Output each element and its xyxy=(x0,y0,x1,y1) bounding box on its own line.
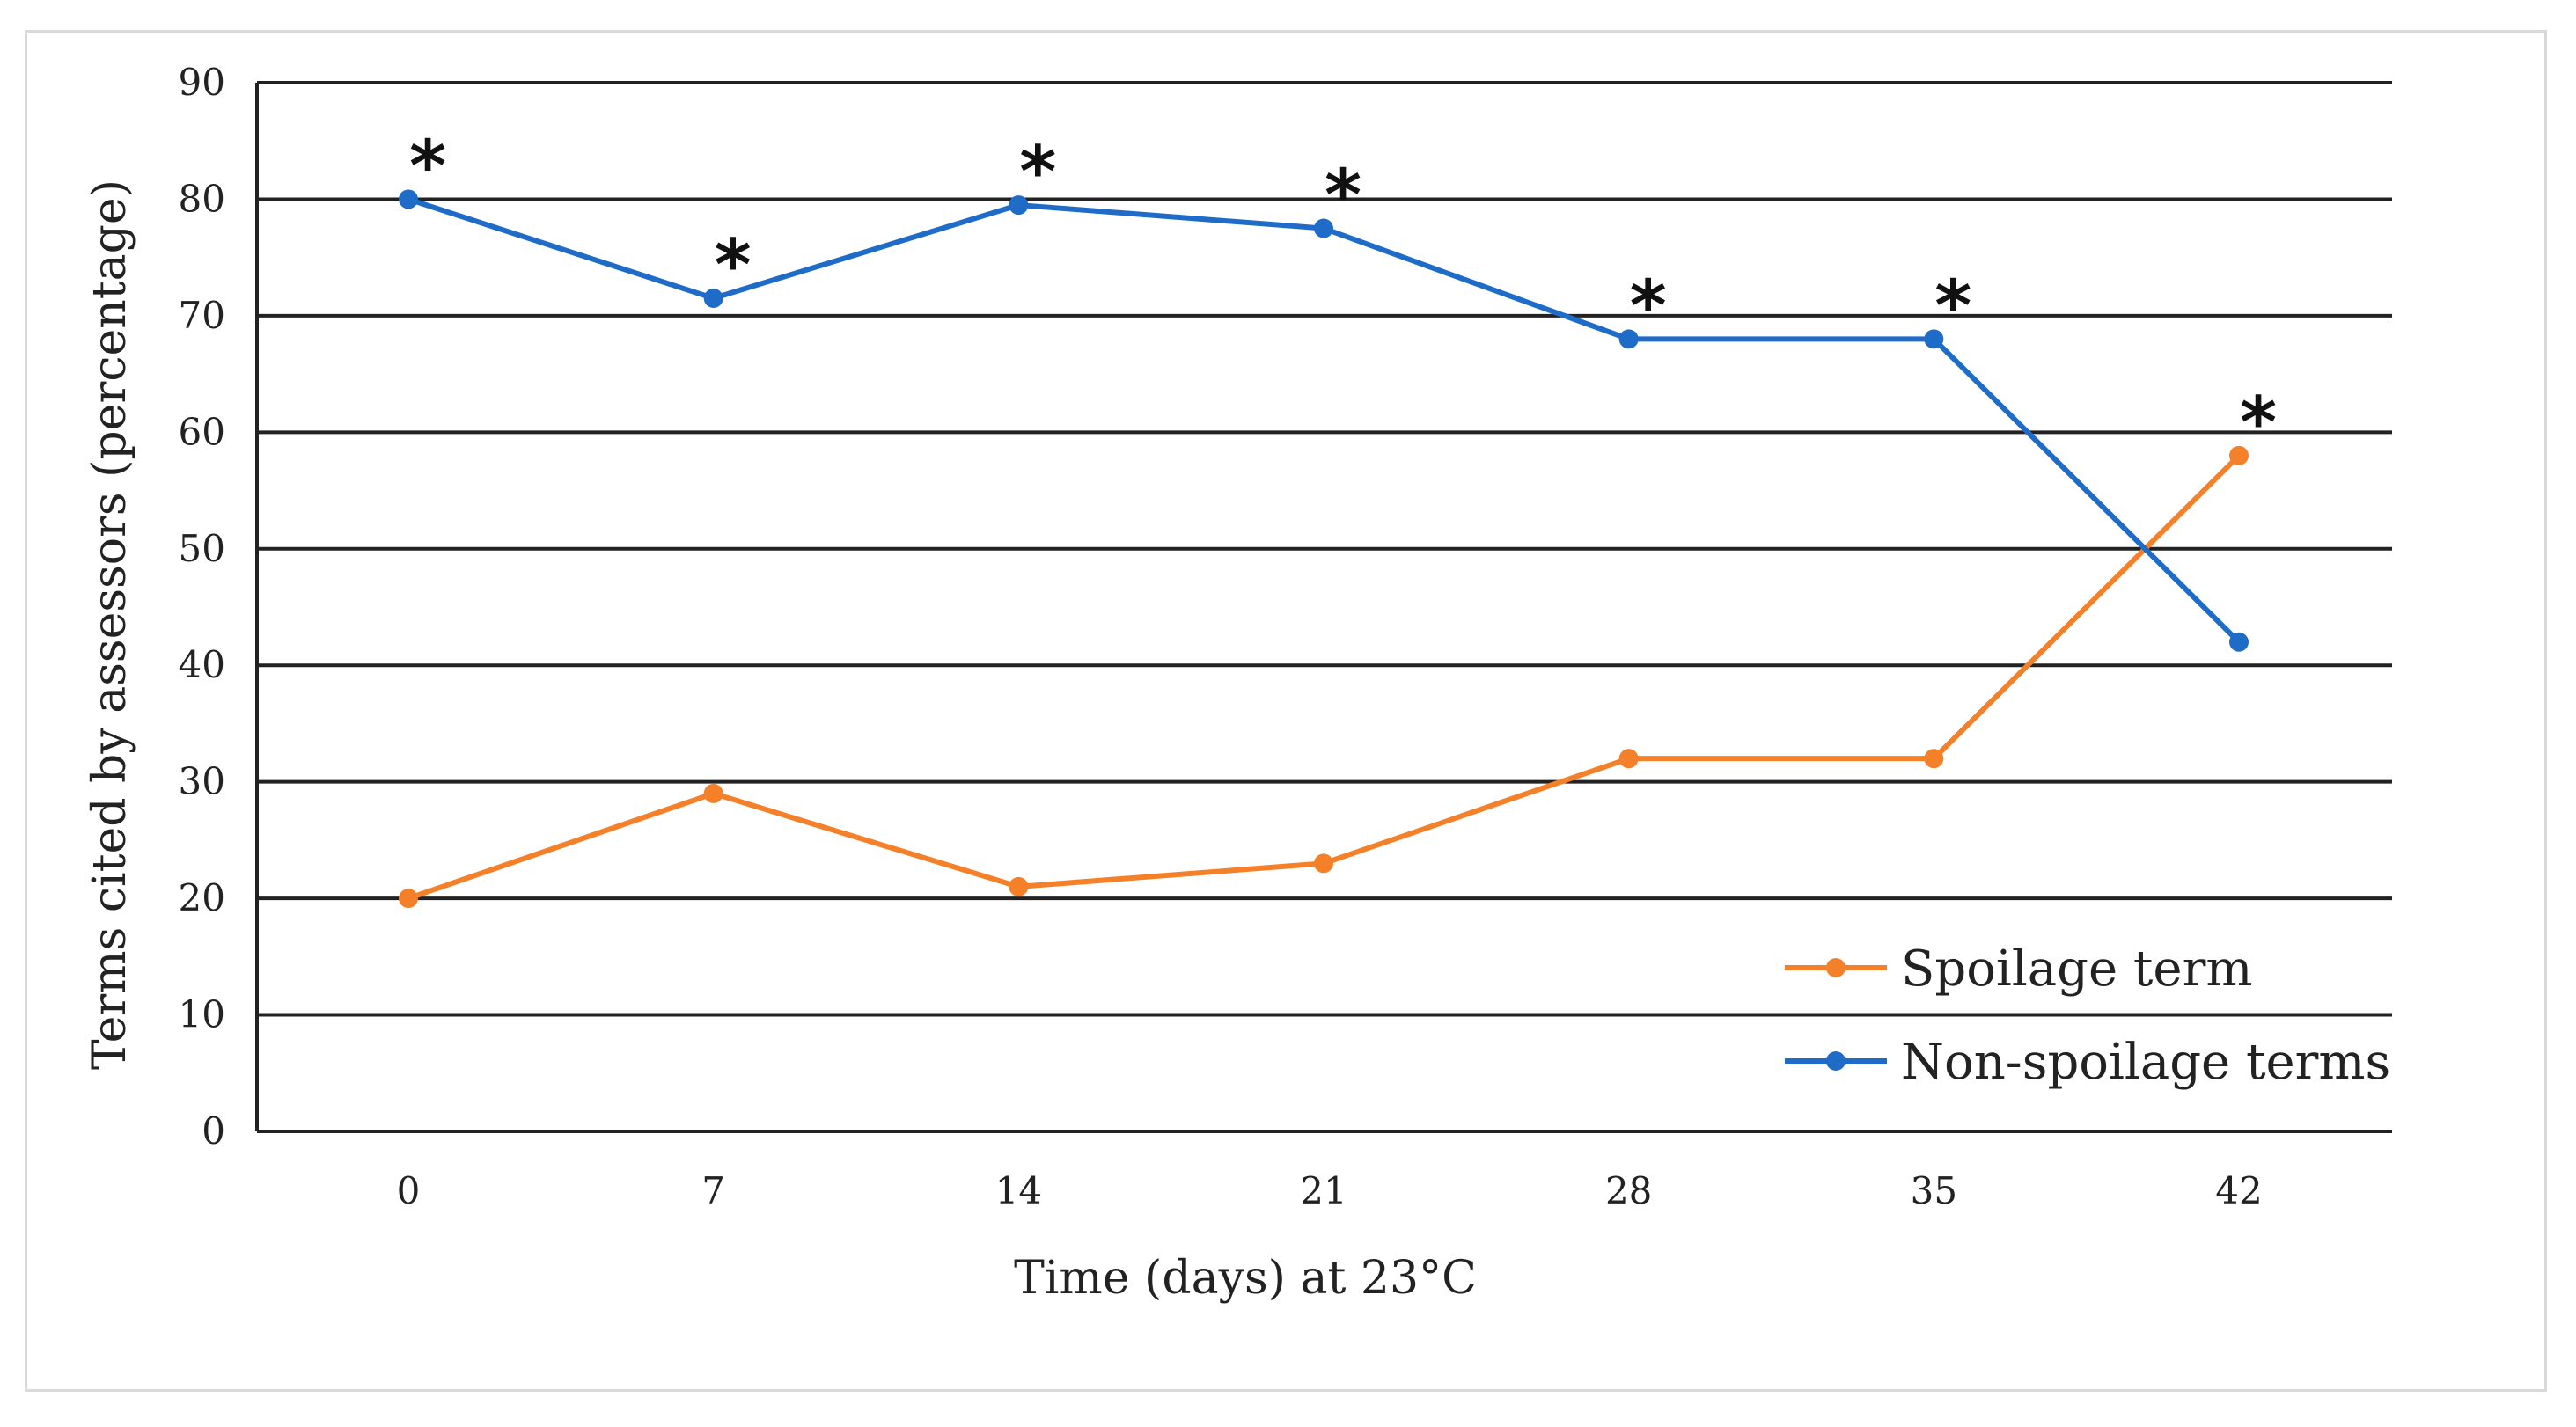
y-tick-label: 60 xyxy=(179,410,225,453)
legend-label: Spoilage term xyxy=(1901,940,2252,998)
y-tick-label: 40 xyxy=(179,643,225,686)
y-tick-label: 90 xyxy=(179,61,225,104)
legend-marker xyxy=(1826,958,1846,977)
x-tick-label: 21 xyxy=(1300,1169,1347,1212)
y-tick-label: 70 xyxy=(179,294,225,337)
gridlines xyxy=(257,81,2392,1017)
data-point xyxy=(1618,749,1639,769)
significance-star: * xyxy=(1630,265,1667,347)
legend-item: Spoilage term xyxy=(1785,940,2252,998)
chart-frame xyxy=(25,30,2547,1392)
x-tick-labels: 0 7 14 21 28 35 42 xyxy=(397,1169,2263,1212)
x-tick-label: 28 xyxy=(1605,1169,1652,1212)
x-tick-label: 7 xyxy=(701,1169,725,1212)
data-point xyxy=(1009,876,1029,896)
y-axis-title: Terms cited by assessors (percentage) xyxy=(84,179,136,1070)
data-point xyxy=(1618,329,1639,349)
significance-star: * xyxy=(715,224,752,306)
legend-marker xyxy=(1826,1051,1846,1071)
data-point xyxy=(399,189,418,209)
data-point xyxy=(703,289,723,309)
y-tick-label: 30 xyxy=(179,760,225,803)
data-point xyxy=(1314,218,1333,238)
series-line xyxy=(407,453,2242,901)
y-tick-label: 20 xyxy=(179,876,225,919)
series-non-spoilage xyxy=(399,189,2249,652)
axes xyxy=(255,83,2392,1133)
significance-star: * xyxy=(1934,265,1971,347)
data-point xyxy=(1924,329,1944,349)
x-axis-title: Time (days) at 23°C xyxy=(1014,1252,1477,1305)
annotations: * * * * * * * xyxy=(409,125,2277,463)
y-tick-label: 50 xyxy=(179,527,225,570)
x-tick-label: 14 xyxy=(995,1169,1042,1212)
x-tick-label: 42 xyxy=(2215,1169,2262,1212)
significance-star: * xyxy=(409,125,446,207)
series-group xyxy=(399,189,2249,909)
y-tick-labels: 0 10 20 30 40 50 60 70 80 90 xyxy=(179,61,225,1153)
legend-label: Non-spoilage terms xyxy=(1901,1034,2390,1091)
y-tick-label: 80 xyxy=(179,177,225,220)
x-tick-label: 0 xyxy=(397,1169,421,1212)
data-point xyxy=(1009,195,1029,216)
significance-star: * xyxy=(1325,155,1361,237)
y-tick-label: 0 xyxy=(202,1109,225,1153)
data-point xyxy=(703,783,723,803)
significance-star: * xyxy=(1019,131,1056,213)
y-tick-label: 10 xyxy=(179,993,225,1036)
data-point xyxy=(399,889,418,909)
legend-item: Non-spoilage terms xyxy=(1785,1034,2390,1091)
legend: Spoilage term Non-spoilage terms xyxy=(1785,940,2390,1091)
data-point xyxy=(1314,853,1333,874)
series-spoilage xyxy=(399,445,2249,909)
significance-star: * xyxy=(2240,382,2277,464)
data-point xyxy=(1924,749,1944,769)
data-point xyxy=(2229,445,2249,465)
data-point xyxy=(2229,632,2249,652)
x-tick-label: 35 xyxy=(1911,1169,1957,1212)
